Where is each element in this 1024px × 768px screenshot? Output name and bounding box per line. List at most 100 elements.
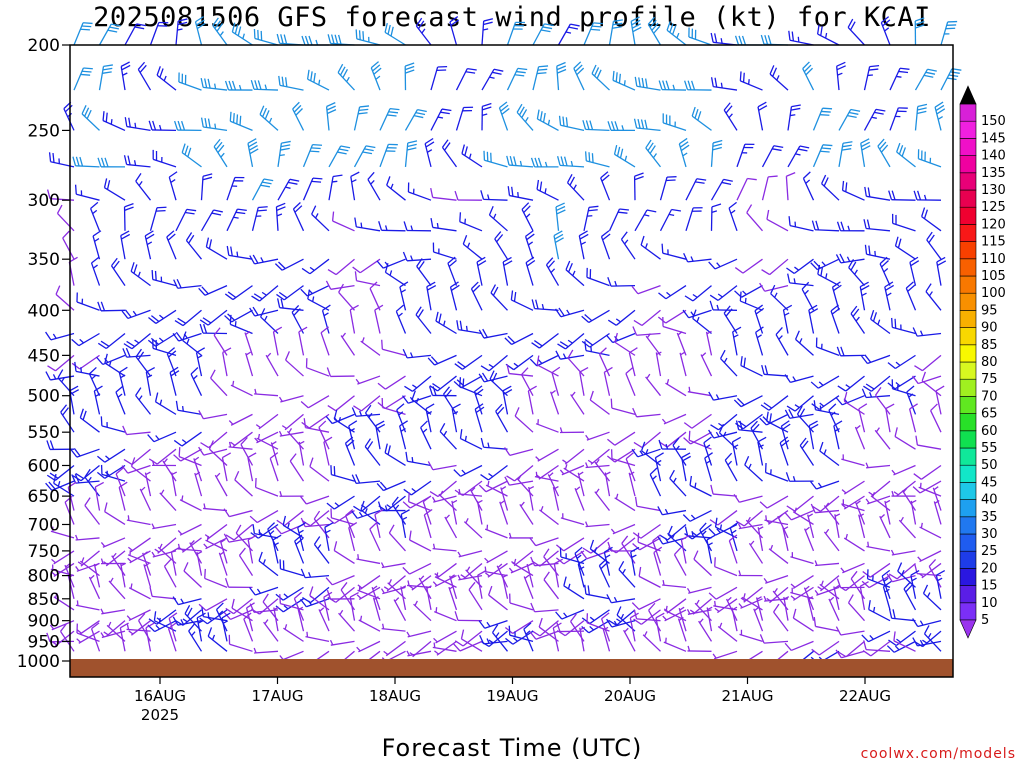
barb-staff: [513, 550, 534, 567]
wind-barb: [277, 178, 300, 201]
barb-feather: [773, 603, 780, 613]
wind-barb: [205, 237, 228, 260]
barb-feather: [104, 353, 108, 364]
barb-feather: [502, 256, 512, 263]
barb-feather: [712, 146, 722, 151]
wind-barb: [509, 593, 534, 611]
wind-barb: [868, 600, 891, 622]
barb-feather: [340, 582, 348, 591]
colorbar-segment: [959, 361, 977, 380]
barb-feather: [112, 260, 120, 270]
barb-staff: [780, 425, 789, 450]
barb-feather: [84, 107, 90, 117]
barb-feather: [737, 397, 745, 406]
barb-staff: [925, 291, 942, 311]
barb-half-feather: [487, 442, 490, 448]
wind-barb: [162, 458, 177, 482]
barb-feather: [424, 137, 434, 145]
barb-half-feather: [890, 549, 895, 555]
barb-feather: [214, 20, 221, 29]
wind-barb: [870, 310, 891, 335]
barb-feather: [476, 256, 486, 263]
barb-staff: [917, 444, 942, 450]
barb-staff: [153, 158, 177, 168]
barb-half-feather: [163, 75, 167, 82]
barb-feather: [828, 403, 837, 411]
barb-half-feather: [807, 513, 814, 518]
barb-feather: [681, 534, 690, 541]
barb-feather: [92, 230, 102, 237]
barb-staff: [175, 209, 188, 232]
barb-feather: [492, 286, 499, 296]
wind-barb: [137, 61, 152, 91]
barb-staff: [106, 620, 126, 637]
colorbar: 5101520253035404550556065707580859095100…: [959, 85, 1006, 639]
barb-feather: [80, 28, 90, 31]
barb-staff: [560, 517, 585, 526]
barb-feather: [547, 260, 556, 269]
barb-staff: [349, 596, 356, 621]
barb-staff: [126, 354, 151, 358]
barb-staff: [84, 505, 101, 525]
barb-half-feather: [253, 647, 257, 654]
barb-staff: [614, 431, 636, 446]
barb-half-feather: [433, 637, 438, 643]
wind-barb: [252, 524, 279, 539]
wind-barb: [557, 333, 585, 350]
barb-feather: [320, 326, 329, 334]
barb-half-feather: [524, 574, 530, 579]
barb-half-feather: [181, 405, 184, 412]
barb-feather: [555, 237, 564, 244]
barb-staff: [866, 648, 891, 652]
wind-barb: [60, 404, 75, 433]
colorbar-segment: [959, 155, 977, 174]
barb-feather: [407, 140, 418, 144]
wind-barb: [490, 284, 508, 311]
wind-barb: [877, 138, 891, 168]
barb-half-feather: [792, 476, 796, 482]
barb-feather: [181, 120, 186, 131]
barb-feather: [506, 475, 515, 482]
wind-barb: [579, 626, 586, 652]
wind-barb: [381, 623, 406, 632]
barb-feather: [861, 141, 871, 148]
barb-feather: [634, 175, 644, 181]
barb-feather: [260, 308, 266, 318]
barb-feather: [496, 406, 505, 415]
barb-staff: [430, 66, 439, 91]
barb-staff: [432, 226, 457, 232]
barb-half-feather: [426, 585, 432, 589]
barb-staff: [765, 471, 789, 482]
barb-half-feather: [359, 410, 363, 417]
barb-staff: [586, 276, 610, 287]
wind-barb: [565, 260, 585, 287]
barb-staff: [279, 431, 304, 437]
barb-feather: [657, 506, 663, 516]
barb-staff: [177, 548, 202, 552]
barb-half-feather: [126, 624, 130, 630]
barb-half-feather: [186, 338, 190, 345]
wind-barb: [458, 488, 483, 497]
barb-half-feather: [865, 462, 869, 468]
wind-barb: [384, 22, 406, 46]
wind-barb: [478, 372, 508, 383]
credit-link[interactable]: coolwx.com/models: [860, 746, 1016, 762]
barb-staff: [203, 448, 228, 456]
barb-half-feather: [457, 551, 462, 557]
colorbar-label: 45: [981, 475, 998, 490]
barb-feather: [447, 256, 456, 264]
barb-staff: [408, 395, 432, 404]
barb-feather: [462, 235, 468, 245]
barb-staff: [230, 120, 253, 132]
barb-feather: [438, 313, 442, 324]
barb-feather: [413, 115, 424, 119]
wind-barb: [710, 139, 723, 167]
barb-feather: [528, 385, 537, 392]
barb-half-feather: [712, 653, 717, 659]
barb-feather: [657, 535, 664, 545]
barb-feather: [459, 212, 462, 222]
wind-barb: [506, 21, 525, 46]
wind-barb: [859, 281, 870, 311]
barb-staff: [896, 562, 916, 580]
barb-feather: [168, 171, 178, 178]
